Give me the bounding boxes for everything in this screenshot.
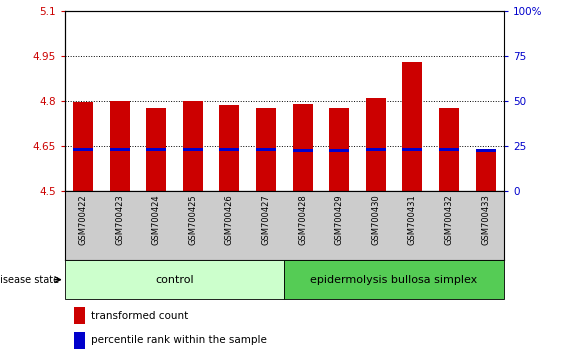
Bar bbox=[220, 148, 239, 151]
Bar bbox=[183, 148, 203, 151]
Bar bbox=[403, 148, 422, 150]
Bar bbox=[329, 108, 349, 191]
Bar bbox=[110, 101, 129, 191]
Text: disease state: disease state bbox=[0, 275, 59, 285]
Bar bbox=[476, 149, 495, 152]
Text: GSM700430: GSM700430 bbox=[372, 195, 380, 245]
Bar bbox=[73, 148, 93, 150]
Bar bbox=[73, 102, 93, 191]
Bar bbox=[439, 148, 459, 151]
Bar bbox=[65, 260, 284, 299]
Text: GSM700426: GSM700426 bbox=[225, 195, 234, 245]
Bar bbox=[439, 108, 459, 191]
Bar bbox=[293, 104, 312, 191]
Bar bbox=[256, 108, 276, 191]
Text: epidermolysis bullosa simplex: epidermolysis bullosa simplex bbox=[310, 275, 478, 285]
Bar bbox=[293, 149, 312, 152]
Bar bbox=[329, 149, 349, 152]
Bar bbox=[284, 260, 504, 299]
Text: GSM700424: GSM700424 bbox=[152, 195, 160, 245]
Bar bbox=[183, 101, 203, 191]
Bar bbox=[403, 62, 422, 191]
Text: percentile rank within the sample: percentile rank within the sample bbox=[91, 335, 267, 345]
Text: control: control bbox=[155, 275, 194, 285]
Text: GSM700425: GSM700425 bbox=[189, 195, 197, 245]
Bar bbox=[74, 332, 84, 348]
Text: GSM700428: GSM700428 bbox=[298, 195, 307, 245]
Text: transformed count: transformed count bbox=[91, 310, 189, 321]
Bar bbox=[110, 148, 129, 151]
Text: GSM700429: GSM700429 bbox=[335, 195, 343, 245]
Bar bbox=[366, 98, 386, 191]
Bar bbox=[256, 148, 276, 151]
Text: GSM700427: GSM700427 bbox=[262, 195, 270, 245]
Text: GSM700431: GSM700431 bbox=[408, 195, 417, 245]
Text: GSM700422: GSM700422 bbox=[79, 195, 87, 245]
Bar bbox=[146, 148, 166, 151]
Bar bbox=[74, 307, 84, 324]
Text: GSM700423: GSM700423 bbox=[115, 195, 124, 245]
Text: GSM700433: GSM700433 bbox=[481, 195, 490, 245]
Bar bbox=[220, 105, 239, 191]
Bar bbox=[146, 108, 166, 191]
Bar bbox=[366, 148, 386, 151]
Bar bbox=[476, 149, 495, 191]
Text: GSM700432: GSM700432 bbox=[445, 195, 453, 245]
